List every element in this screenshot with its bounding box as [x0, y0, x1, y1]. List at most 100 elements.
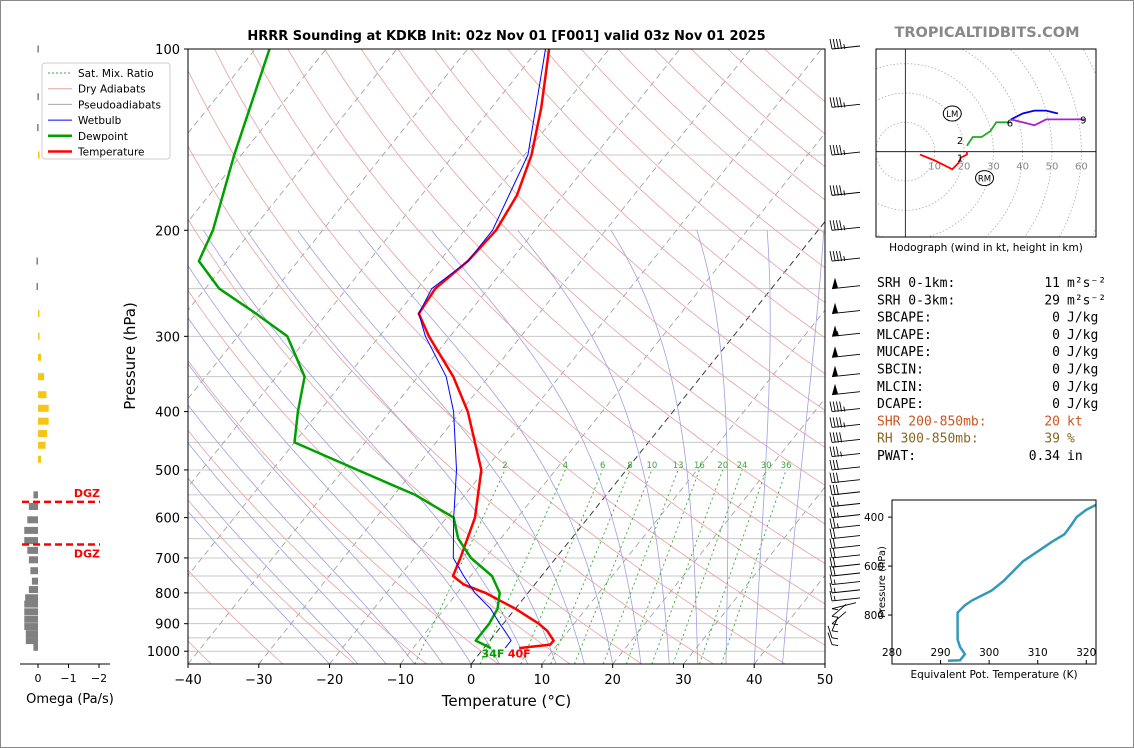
legend-entry: Dry Adiabats — [78, 84, 146, 96]
x-tick-label: −10 — [387, 673, 414, 688]
wind-barb — [831, 302, 861, 315]
brand-watermark: TROPICALTIDBITS.COM — [894, 25, 1079, 41]
dry-adiabat-line — [287, 49, 825, 564]
x-axis-label: Temperature (°C) — [441, 692, 571, 710]
y-tick-label: 700 — [155, 552, 180, 567]
index-label: DCAPE: — [877, 397, 924, 412]
wind-barb — [829, 446, 861, 457]
mixing-ratio-line — [479, 469, 566, 664]
mixing-ratio-label: 20 — [717, 461, 728, 471]
index-unit: % — [1067, 432, 1075, 447]
wind-barb-flag — [829, 401, 833, 412]
wind-barb-staff — [831, 597, 861, 602]
wind-barb-staff — [831, 408, 861, 413]
wind-barb — [829, 144, 861, 156]
wind-barb — [829, 185, 861, 196]
skewt-plot: 2 4 6 8 10 13 16 20 24 30 36 — [188, 49, 825, 664]
dry-adiabat-line — [188, 499, 355, 664]
pseudo-adiabat-line — [297, 230, 585, 664]
index-label: MUCAPE: — [877, 345, 932, 360]
wind-barb-half — [833, 595, 836, 602]
wind-barb-flag — [832, 417, 836, 428]
wind-barb — [829, 432, 861, 443]
y-tick-label: 800 — [155, 587, 180, 602]
isotherm-line — [188, 49, 610, 577]
series-temperature-line — [417, 49, 555, 650]
mixing-ratio-line — [651, 469, 724, 664]
dry-adiabat-line — [324, 49, 825, 525]
wind-barb-half — [836, 523, 839, 529]
y-tick-label: 500 — [155, 464, 180, 479]
wind-barb-half — [843, 190, 846, 196]
wind-barb-flag — [829, 144, 833, 156]
pseudo-adiabat-line — [203, 230, 529, 664]
hodo-frame — [875, 48, 1097, 238]
hodo-height-label: 2 — [957, 136, 963, 147]
wind-barb-flag — [835, 38, 839, 50]
wind-barb-flag — [829, 507, 833, 518]
wind-barb — [831, 277, 861, 290]
omega-panel: 0 −1 −2 Omega (Pa/s) DGZ DGZ — [19, 45, 114, 707]
wind-barb-flag — [829, 557, 833, 568]
isotherm-line — [612, 397, 825, 664]
dry-adiabat-line — [434, 49, 825, 411]
y-tick-label: 400 — [155, 406, 180, 421]
omega-bar — [38, 310, 40, 318]
omega-bar — [33, 643, 38, 651]
hodo-ring-label: 10 — [928, 162, 941, 173]
x-tick-label: 40 — [746, 673, 763, 688]
dry-adiabat-line — [188, 289, 571, 664]
wind-barb-flag — [831, 637, 839, 640]
wind-barb — [829, 417, 861, 428]
isotherm-line — [258, 49, 752, 664]
wind-barb-flag — [832, 220, 836, 231]
wind-barb-flag — [832, 547, 836, 559]
mixing-ratio-line — [699, 469, 767, 664]
wind-barb — [829, 97, 861, 108]
index-unit: in — [1067, 449, 1083, 464]
y-tick-label: 900 — [155, 618, 180, 633]
omega-bar — [24, 526, 38, 534]
wind-barb — [829, 547, 861, 559]
dry-adiabat-line — [360, 49, 825, 486]
mixing-ratio-label: 2 — [502, 461, 507, 471]
wind-barb-half — [836, 331, 839, 337]
wind-barb-pennant — [832, 365, 838, 377]
hodo-ring-label: 50 — [1046, 162, 1059, 173]
wind-barb-flag — [835, 417, 839, 428]
wind-barb — [827, 632, 839, 647]
mixing-ratio-line — [520, 469, 604, 664]
wind-barb — [831, 616, 839, 633]
mixing-ratio-line — [574, 469, 653, 664]
hodograph: 10 20 30 40 50 60 LM RM 1 2 6 9 — [876, 49, 1096, 237]
y-tick-label: 600 — [155, 512, 180, 527]
pseudo-adiabat-line — [188, 264, 500, 664]
wind-barb-staff — [831, 503, 861, 507]
pseudo-adiabat-line — [517, 230, 670, 664]
hodo-trace — [919, 151, 968, 171]
wind-barb-half — [843, 256, 846, 262]
wind-barb-flag — [835, 446, 839, 457]
wind-barb-staff — [831, 103, 861, 108]
wind-barb-staff — [831, 438, 861, 443]
omega-x-tick-label: 0 — [35, 672, 42, 685]
y-tick-label: 1000 — [147, 645, 180, 660]
wind-barb-flag — [829, 574, 833, 585]
theta-e-y-axis-label: Pressure (hPa) — [877, 546, 888, 618]
pseudo-adiabat-line — [246, 230, 557, 664]
wind-barb-staff — [831, 45, 861, 50]
pseudo-adiabat-line — [188, 510, 330, 664]
index-unit: kt — [1067, 414, 1083, 429]
index-value: 11 — [1044, 276, 1060, 291]
wind-barb-flag — [829, 547, 833, 559]
y-tick-label: 100 — [155, 43, 180, 58]
omega-bar — [38, 353, 42, 361]
omega-bar — [33, 491, 38, 499]
wind-barb-staff — [831, 191, 861, 196]
wind-barb — [831, 611, 847, 626]
index-value: 0 — [1052, 363, 1060, 378]
wind-barb-flag — [835, 459, 839, 471]
legend-entry: Sat. Mix. Ratio — [78, 68, 154, 80]
index-label: SRH 0-1km: — [877, 276, 955, 291]
index-unit: J/kg — [1067, 345, 1098, 360]
